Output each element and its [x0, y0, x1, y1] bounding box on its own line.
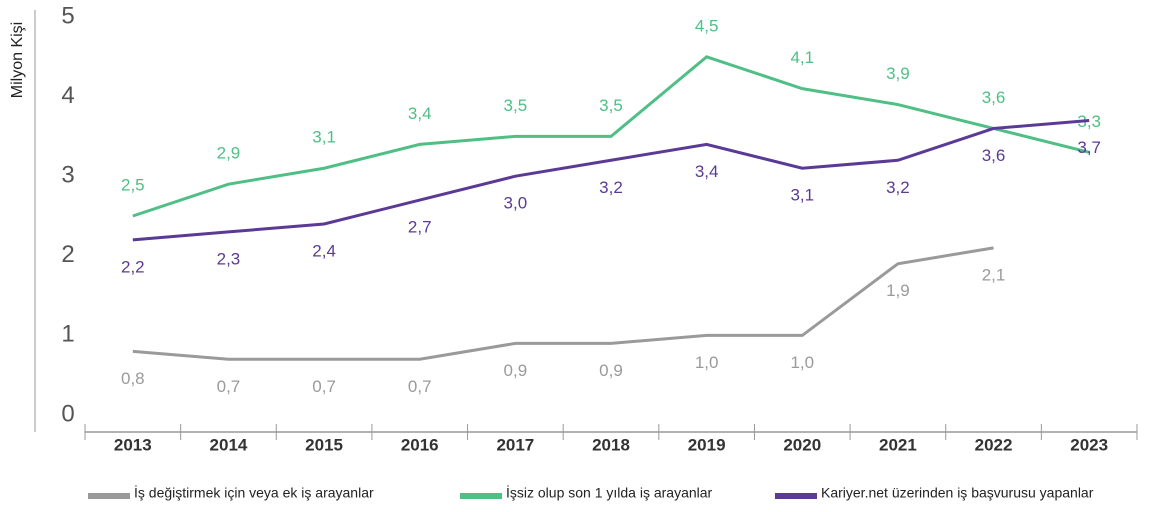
y-tick-label: 0	[61, 400, 74, 427]
data-label: 0,7	[312, 377, 336, 396]
data-label: 3,2	[886, 178, 910, 197]
data-label: 3,4	[695, 162, 719, 181]
legend-swatch	[775, 493, 817, 499]
data-label: 2,2	[121, 257, 145, 276]
x-tick-label: 2019	[688, 435, 726, 454]
x-tick-label: 2022	[975, 435, 1013, 454]
series-line	[132, 55, 1090, 218]
data-label: 3,6	[982, 146, 1006, 165]
x-tick-label: 2014	[210, 435, 248, 454]
data-label: 4,1	[790, 48, 814, 67]
x-tick-label: 2023	[1070, 435, 1108, 454]
legend-label: İş değiştirmek için veya ek iş arayanlar	[134, 484, 374, 501]
y-tick-label: 3	[61, 162, 74, 189]
x-tick-label: 2015	[305, 435, 343, 454]
y-tick-label: 2	[61, 241, 74, 268]
data-label: 1,9	[886, 281, 910, 300]
data-label: 0,7	[408, 377, 432, 396]
legend-label: İşsiz olup son 1 yılda iş arayanlar	[506, 484, 713, 501]
legend-label: Kariyer.net üzerinden iş başvurusu yapan…	[821, 485, 1094, 501]
data-label: 2,9	[217, 144, 241, 163]
data-label: 3,1	[790, 186, 814, 205]
data-label: 1,0	[695, 353, 719, 372]
x-tick-label: 2013	[114, 435, 152, 454]
series-line	[132, 246, 994, 361]
data-label: 3,5	[504, 96, 528, 115]
data-label: 2,3	[217, 249, 241, 268]
data-label: 2,7	[408, 218, 432, 237]
x-tick-label: 2018	[592, 435, 630, 454]
data-label: 0,9	[599, 361, 623, 380]
data-label: 3,2	[599, 178, 623, 197]
series-line	[132, 118, 1090, 242]
y-tick-label: 1	[61, 321, 74, 348]
x-tick-label: 2020	[783, 435, 821, 454]
data-label: 0,8	[121, 369, 145, 388]
data-label: 4,5	[695, 16, 719, 35]
data-label: 2,1	[982, 265, 1006, 284]
y-axis-label: Milyon Kişi	[9, 22, 26, 98]
data-label: 2,4	[312, 241, 336, 260]
data-label: 3,6	[982, 88, 1006, 107]
x-tick-label: 2017	[496, 435, 534, 454]
data-label: 0,9	[504, 361, 528, 380]
data-label: 0,7	[217, 377, 241, 396]
data-label: 2,5	[121, 175, 145, 194]
y-tick-label: 5	[61, 2, 74, 29]
data-label: 3,0	[504, 194, 528, 213]
legend-swatch	[88, 493, 130, 499]
data-label: 3,7	[1077, 138, 1101, 157]
data-label: 3,5	[599, 96, 623, 115]
data-label: 1,0	[790, 353, 814, 372]
data-label: 3,9	[886, 64, 910, 83]
y-tick-label: 4	[61, 82, 74, 109]
legend-swatch	[460, 493, 502, 499]
data-label: 3,4	[408, 104, 432, 123]
x-tick-label: 2016	[401, 435, 439, 454]
data-label: 3,1	[312, 128, 336, 147]
x-tick-label: 2021	[879, 435, 917, 454]
